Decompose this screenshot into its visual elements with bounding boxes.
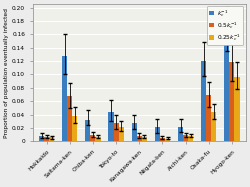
Bar	[201, 61, 206, 141]
Bar	[211, 113, 216, 141]
Bar	[67, 96, 72, 141]
Bar	[188, 136, 193, 141]
Bar	[72, 116, 78, 141]
Bar	[114, 122, 119, 141]
Bar	[44, 137, 49, 141]
Bar	[224, 39, 230, 141]
Bar	[234, 77, 240, 141]
Bar	[132, 122, 137, 141]
Bar	[137, 136, 142, 141]
Bar	[206, 95, 211, 141]
Bar	[90, 135, 96, 141]
Bar	[62, 56, 67, 141]
Bar	[49, 137, 54, 141]
Bar	[155, 127, 160, 141]
Bar	[178, 127, 183, 141]
Y-axis label: Proportion of population eventually infected: Proportion of population eventually infe…	[4, 8, 9, 138]
Bar	[85, 120, 90, 141]
Bar	[165, 139, 170, 141]
Legend: $k_c^{-1}$, $0.5k_c^{-1}$, $0.25k_c^{-1}$: $k_c^{-1}$, $0.5k_c^{-1}$, $0.25k_c^{-1}…	[206, 6, 243, 45]
Bar	[108, 112, 114, 141]
Bar	[160, 138, 165, 141]
Bar	[142, 137, 147, 141]
Bar	[230, 62, 234, 141]
Bar	[96, 137, 100, 141]
Bar	[39, 136, 44, 141]
Bar	[119, 127, 124, 141]
Bar	[183, 135, 188, 141]
